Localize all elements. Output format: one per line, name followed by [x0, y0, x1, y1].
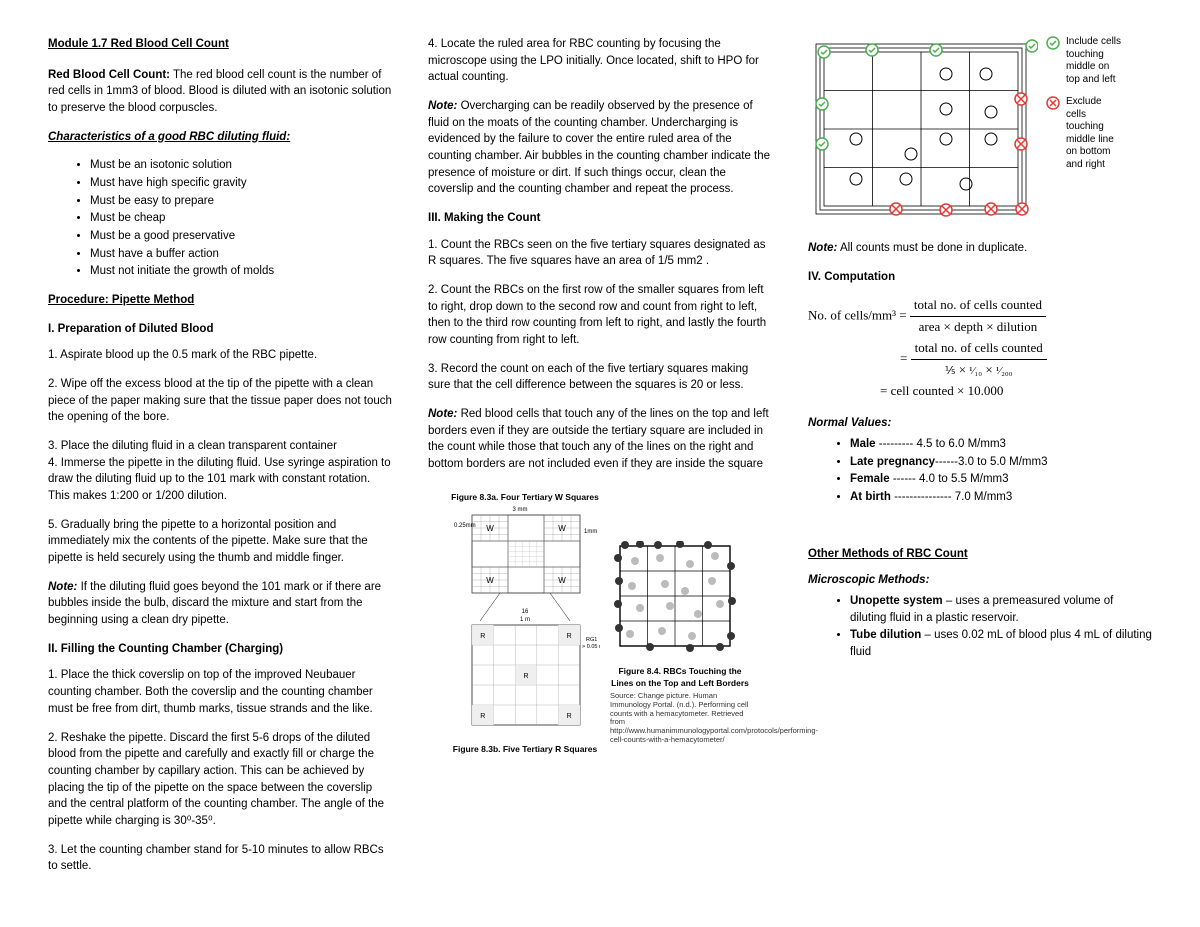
formula-label: No. of cells/mm³ = — [808, 308, 907, 323]
note-label: Note: — [48, 581, 77, 593]
list-item: At birth --------------- 7.0 M/mm3 — [850, 489, 1152, 506]
formula-denominator: ⅕ × ¹⁄₁₀ × ¹⁄₂₀₀ — [911, 360, 1047, 381]
intro-label: Red Blood Cell Count: — [48, 69, 170, 81]
note-text: Overcharging can be readily observed by … — [428, 100, 770, 195]
svg-text:16: 16 — [522, 609, 529, 615]
list-item: Female ------ 4.0 to 5.5 M/mm3 — [850, 471, 1152, 488]
sec3-note: Note: Red blood cells that touch any of … — [428, 406, 772, 473]
note-text: All counts must be done in duplicate. — [837, 242, 1027, 254]
figure-source: Source: Change picture. Human Immunology… — [610, 692, 750, 744]
include-exclude-diagram: Include cells touching middle on top and… — [808, 36, 1152, 226]
section-3-heading: III. Making the Count — [428, 210, 772, 227]
sec1-note: Note: If the diluting fluid goes beyond … — [48, 579, 392, 629]
svg-text:R: R — [523, 673, 528, 680]
legend-text: Include cells touching middle on top and… — [1066, 36, 1124, 86]
note-text: Red blood cells that touch any of the li… — [428, 408, 769, 470]
sec2-step: 1. Place the thick coverslip on top of t… — [48, 667, 392, 717]
svg-text:R: R — [567, 713, 572, 720]
svg-text:1 m: 1 m — [520, 617, 530, 623]
microscopic-list: Unopette system – uses a premeasured vol… — [850, 593, 1152, 661]
sec1-step: 1. Aspirate blood up the 0.5 mark of the… — [48, 347, 392, 364]
sec2-step: 3. Let the counting chamber stand for 5-… — [48, 842, 392, 875]
list-item: Late pregnancy------3.0 to 5.0 M/mm3 — [850, 454, 1152, 471]
list-item: Must be cheap — [90, 210, 392, 227]
list-item: Must be a good preservative — [90, 228, 392, 245]
svg-text:W: W — [558, 524, 566, 533]
svg-text:0.25mm: 0.25mm — [454, 523, 476, 529]
other-methods-heading: Other Methods of RBC Count — [808, 546, 1152, 563]
svg-text:3 mm: 3 mm — [513, 507, 528, 513]
fig-caption: Figure 8.3a. Four Tertiary W Squares — [450, 491, 600, 503]
sec3-step: 3. Record the count on each of the five … — [428, 361, 772, 394]
legend-include: Include cells touching middle on top and… — [1046, 36, 1124, 86]
svg-text:1mm: 1mm — [584, 529, 597, 535]
normal-values-heading: Normal Values: — [808, 415, 1152, 432]
legend-exclude: Exclude cells touching middle line on bo… — [1046, 96, 1124, 171]
computation-formula: No. of cells/mm³ = total no. of cells co… — [808, 295, 1152, 401]
procedure-heading: Procedure: Pipette Method — [48, 292, 392, 309]
formula-numerator: total no. of cells counted — [911, 338, 1047, 360]
list-item: Must have high specific gravity — [90, 175, 392, 192]
legend-text: Exclude cells touching middle line on bo… — [1066, 96, 1124, 171]
list-item: Must be easy to prepare — [90, 193, 392, 210]
svg-text:> 0.05 mm: > 0.05 mm — [582, 644, 600, 650]
sec1-step: 3. Place the diluting fluid in a clean t… — [48, 438, 392, 455]
sec2-step: 2. Reshake the pipette. Discard the firs… — [48, 730, 392, 830]
list-item: Must not initiate the growth of molds — [90, 263, 392, 280]
list-item: Male --------- 4.5 to 6.0 M/mm3 — [850, 436, 1152, 453]
section-2-heading: II. Filling the Counting Chamber (Chargi… — [48, 641, 392, 658]
sec3-step: 1. Count the RBCs seen on the five terti… — [428, 237, 772, 270]
duplicate-note: Note: All counts must be done in duplica… — [808, 240, 1152, 257]
svg-text:RG1: RG1 — [586, 637, 597, 643]
sec1-step: 5. Gradually bring the pipette to a hori… — [48, 517, 392, 567]
hemocytometer-diagram-icon: W W W W 0.25mm 3 mm 1mm 16 1 m — [450, 503, 600, 743]
x-circle-icon — [1046, 96, 1060, 110]
list-item: Unopette system – uses a premeasured vol… — [850, 593, 1152, 626]
svg-text:W: W — [558, 576, 566, 585]
note-label: Note: — [808, 242, 837, 254]
sec3-step: 2. Count the RBCs on the first row of th… — [428, 282, 772, 349]
formula-result: = cell counted × 10.000 — [808, 381, 1152, 402]
sec2-note: Note: Overcharging can be readily observ… — [428, 98, 772, 198]
characteristics-list: Must be an isotonic solution Must have h… — [90, 157, 392, 280]
list-item: Tube dilution – uses 0.02 mL of blood pl… — [850, 627, 1152, 660]
sec1-step: 4. Immerse the pipette in the diluting f… — [48, 455, 392, 505]
section-1-heading: I. Preparation of Diluted Blood — [48, 321, 392, 338]
note-label: Note: — [428, 100, 457, 112]
check-circle-icon — [1046, 36, 1060, 50]
figure-8-3: Figure 8.3a. Four Tertiary W Squares — [450, 491, 600, 756]
document-page: Module 1.7 Red Blood Cell Count Red Bloo… — [48, 36, 1152, 891]
note-label: Note: — [428, 408, 457, 420]
formula-numerator: total no. of cells counted — [910, 295, 1046, 317]
fig-caption: Figure 8.4. RBCs Touching the Lines on t… — [610, 665, 750, 690]
sec1-step: 2. Wipe off the excess blood at the tip … — [48, 376, 392, 426]
note-text: If the diluting fluid goes beyond the 10… — [48, 581, 381, 626]
svg-text:W: W — [486, 576, 494, 585]
fig-caption: Figure 8.3b. Five Tertiary R Squares — [450, 743, 600, 755]
svg-text:W: W — [486, 524, 494, 533]
rbc-counting-rule-icon — [610, 541, 740, 661]
list-item: Must have a buffer action — [90, 246, 392, 263]
figure-8-4: Figure 8.4. RBCs Touching the Lines on t… — [610, 491, 750, 744]
sec2-step: 4. Locate the ruled area for RBC countin… — [428, 36, 772, 86]
list-item: Must be an isotonic solution — [90, 157, 392, 174]
normal-values-list: Male --------- 4.5 to 6.0 M/mm3 Late pre… — [850, 436, 1152, 506]
svg-text:R: R — [480, 633, 485, 640]
microscopic-heading: Microscopic Methods: — [808, 572, 1152, 589]
section-4-heading: IV. Computation — [808, 269, 1152, 286]
svg-text:R: R — [567, 633, 572, 640]
formula-denominator: area × depth × dilution — [910, 317, 1046, 338]
svg-text:R: R — [480, 713, 485, 720]
module-title: Module 1.7 Red Blood Cell Count — [48, 36, 392, 53]
characteristics-heading: Characteristics of a good RBC diluting f… — [48, 129, 392, 146]
intro-paragraph: Red Blood Cell Count: The red blood cell… — [48, 67, 392, 117]
figures-row: Figure 8.3a. Four Tertiary W Squares — [428, 485, 772, 764]
counting-grid-icon — [808, 36, 1038, 226]
